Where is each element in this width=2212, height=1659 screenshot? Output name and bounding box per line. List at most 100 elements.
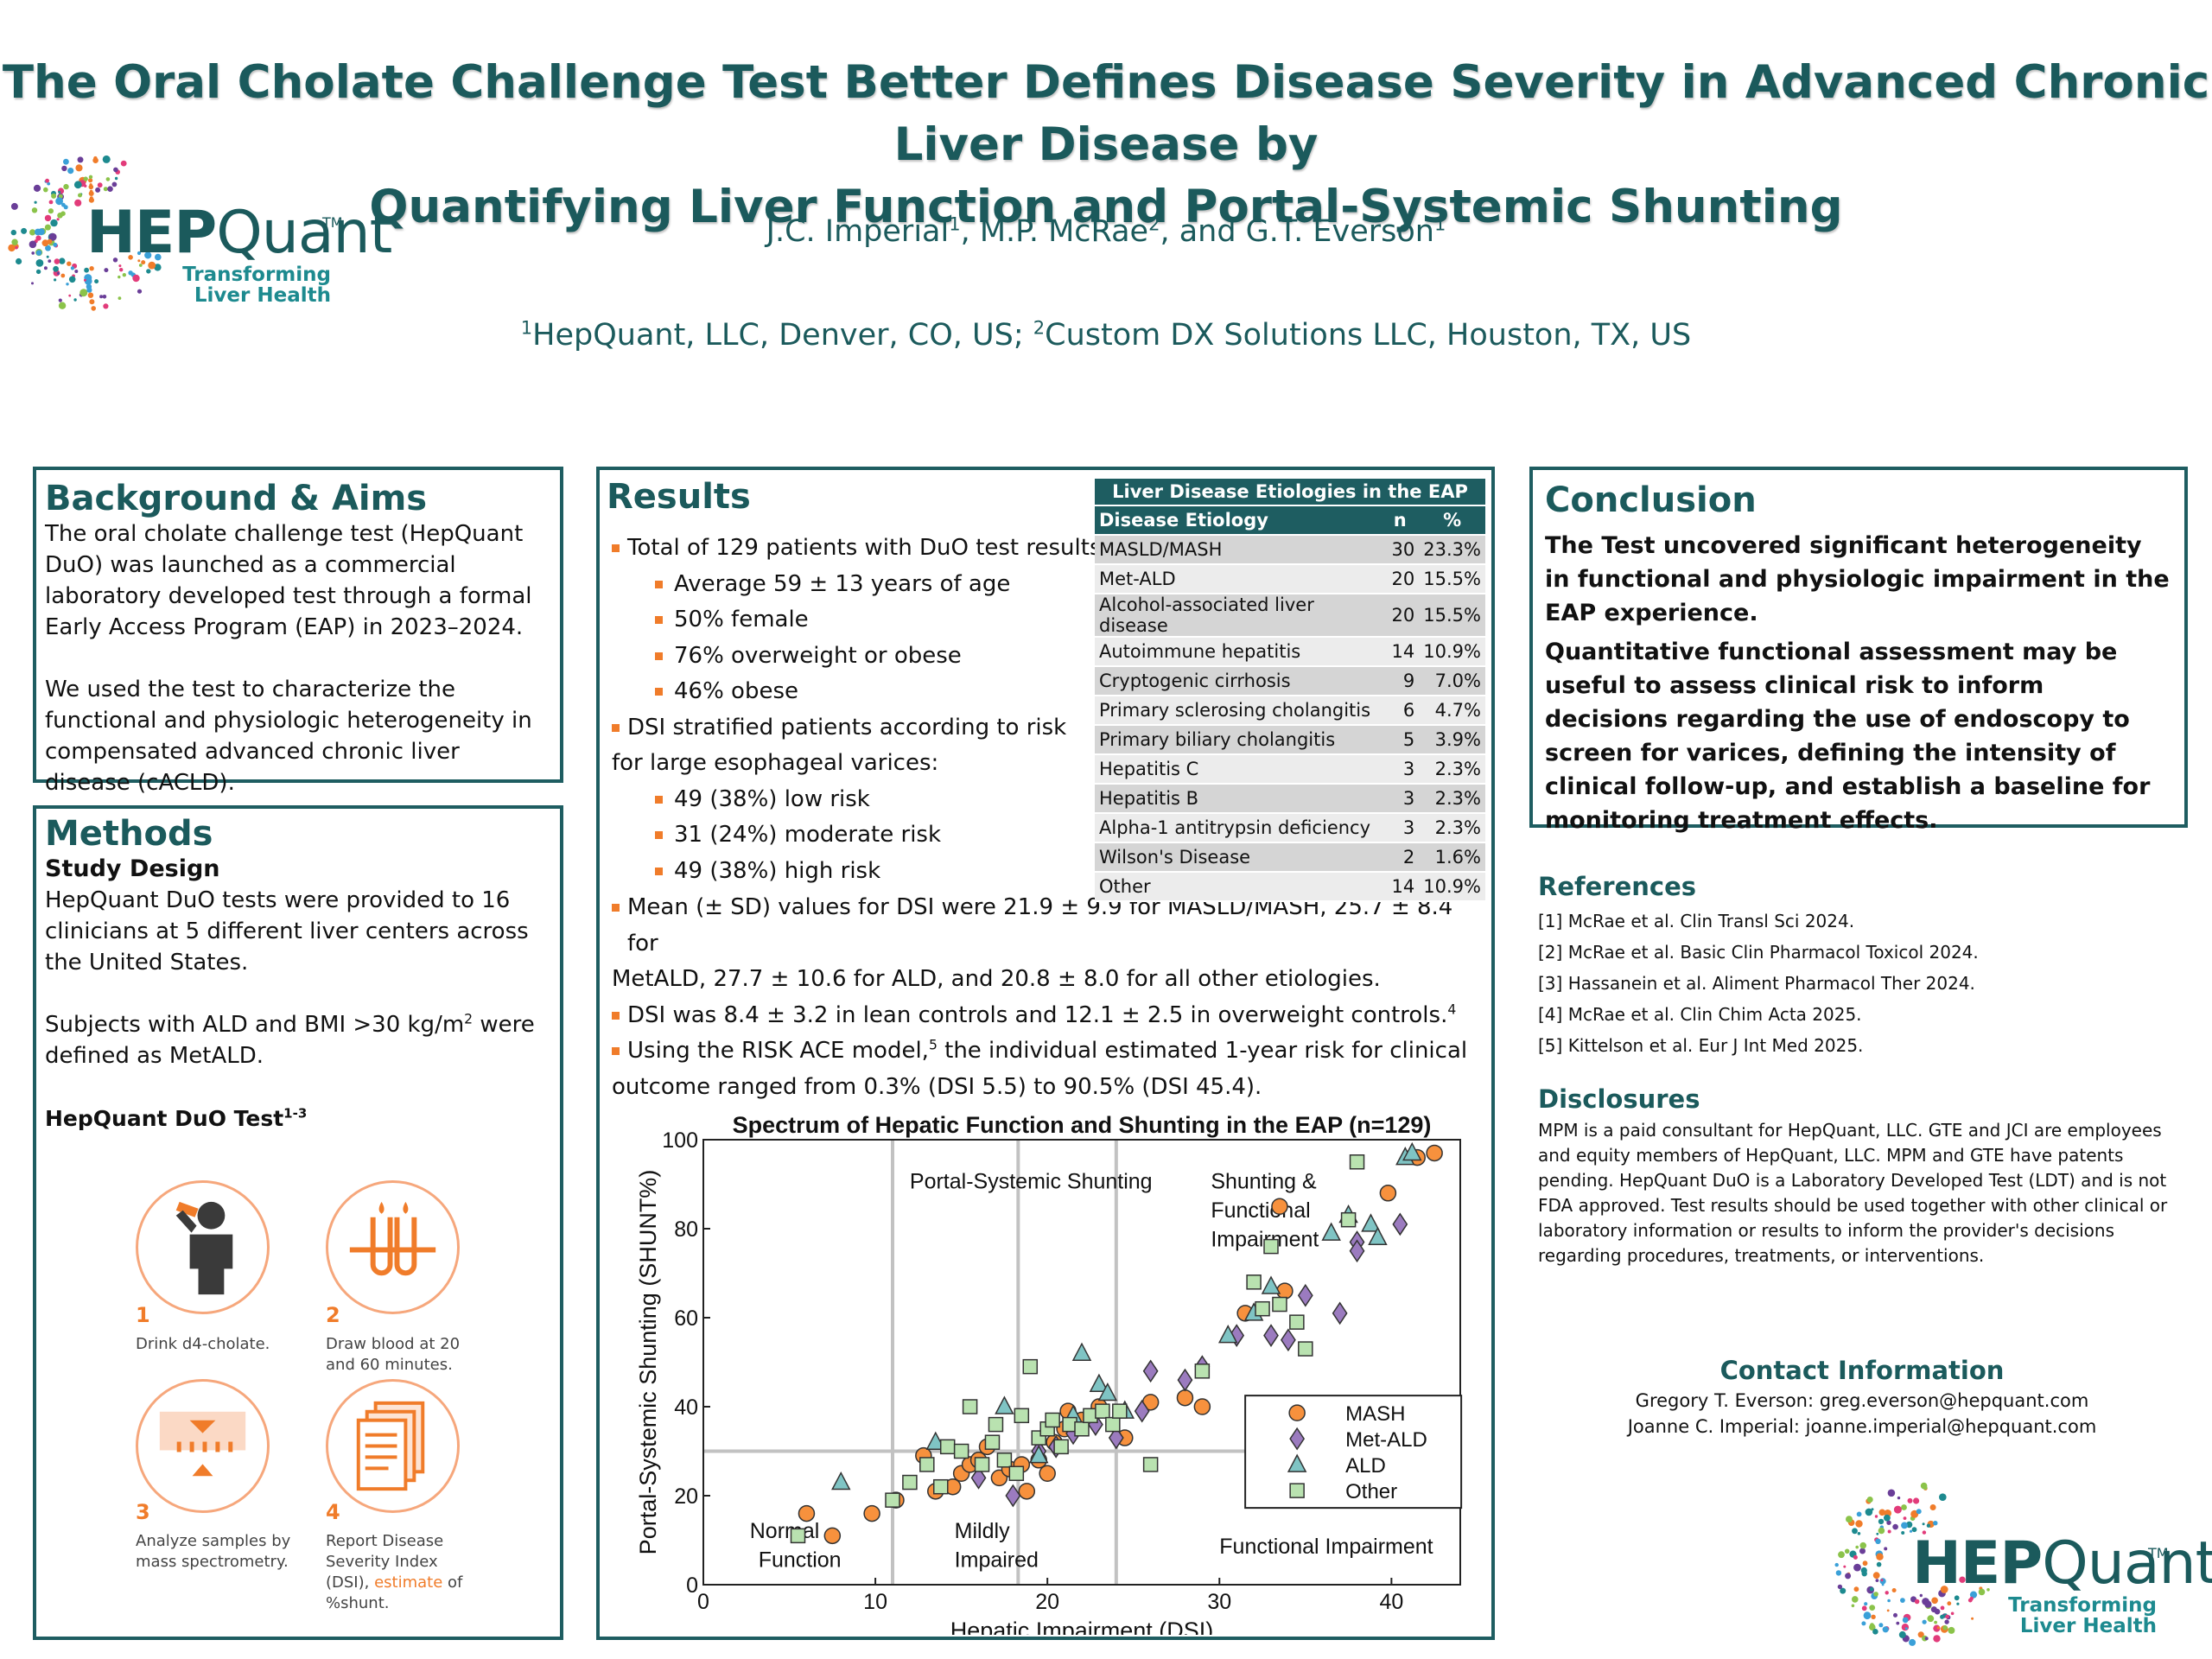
results-heading: Results xyxy=(607,477,751,517)
logo-dot xyxy=(45,178,49,183)
logo-dot xyxy=(41,239,49,247)
scatter-chart: 0 10 20 30 40 0 20 40 60 80 100 Spectrum of Hepatic… xyxy=(635,1112,1463,1635)
data-point xyxy=(1271,1198,1288,1215)
logo-hep: HEP xyxy=(1912,1529,2043,1598)
logo-dot xyxy=(1875,1579,1879,1582)
logo-dot xyxy=(1904,1627,1908,1630)
logo-dot xyxy=(1853,1563,1861,1572)
logo-dot xyxy=(118,264,122,268)
data-point xyxy=(1089,1373,1109,1392)
logo-dot xyxy=(1851,1604,1855,1608)
logo-dot xyxy=(120,160,127,167)
bullet-text: Using the RISK ACE model, xyxy=(627,1038,929,1064)
logo-dot xyxy=(1874,1515,1878,1518)
legend-label: ALD xyxy=(1345,1454,1386,1478)
logo-tagline: Transforming xyxy=(2008,1594,2157,1617)
x-tick-label: 10 xyxy=(863,1590,887,1614)
data-point xyxy=(1349,1239,1365,1263)
logo-dot xyxy=(1940,1614,1945,1619)
logo-dot xyxy=(75,164,83,172)
logo-tagline: Liver Health xyxy=(194,284,331,308)
logo-dot xyxy=(1872,1629,1878,1635)
data-point xyxy=(831,1471,851,1491)
step-3-circle xyxy=(136,1379,270,1513)
logo-dot xyxy=(1940,1605,1945,1611)
reference-item: [3] Hassanein et al. Aliment Pharmacol T… xyxy=(1538,973,1975,994)
etiology-name: Alpha-1 antitrypsin deficiency xyxy=(1095,813,1382,843)
data-point xyxy=(1053,1439,1069,1455)
logo-dot xyxy=(31,282,34,285)
data-point xyxy=(1045,1412,1060,1428)
results-bullet: 31 (24%) moderate risk xyxy=(607,817,1125,854)
data-point xyxy=(1263,1238,1279,1255)
logo-dot xyxy=(112,257,118,263)
logo-dot xyxy=(146,269,151,274)
logo-dot xyxy=(10,229,16,236)
etiology-count: 14 xyxy=(1381,872,1420,902)
legend-label: Met-ALD xyxy=(1345,1428,1427,1452)
logo-dot xyxy=(103,303,109,309)
legend-marker xyxy=(1289,1483,1305,1498)
reference-item: [5] Kittelson et al. Eur J Int Med 2025. xyxy=(1538,1035,1864,1056)
results-bullet: 49 (38%) low risk xyxy=(607,782,1125,818)
logo-dot xyxy=(1859,1548,1866,1554)
region-label: Mildly xyxy=(955,1519,1010,1543)
logo-dot xyxy=(1859,1541,1866,1549)
step-1-circle xyxy=(136,1180,270,1314)
etiology-percent: 10.9% xyxy=(1419,872,1485,902)
logo-dot xyxy=(1934,1620,1937,1624)
logo-dot xyxy=(1896,1621,1900,1625)
data-point xyxy=(1008,1465,1025,1481)
logo-dot xyxy=(53,265,59,272)
logo-dot xyxy=(1872,1572,1880,1580)
logo-dot xyxy=(1893,1505,1902,1514)
data-point xyxy=(1014,1408,1030,1424)
logo-dot xyxy=(84,267,89,273)
logo-dot xyxy=(68,294,72,297)
logo-dot xyxy=(128,255,133,260)
y-tick-label: 20 xyxy=(674,1484,698,1509)
table-row: Hepatitis B 3 2.3% xyxy=(1095,784,1485,814)
etiology-percent: 4.7% xyxy=(1419,696,1485,726)
logo-dot xyxy=(1870,1623,1874,1627)
logo-dot xyxy=(31,207,38,213)
disclosures-text: MPM is a paid consultant for HepQuant, L… xyxy=(1538,1120,2168,1266)
data-point xyxy=(1018,1483,1036,1500)
data-point xyxy=(1261,1275,1281,1294)
etiology-count: 5 xyxy=(1381,725,1420,755)
data-point xyxy=(1263,1324,1279,1347)
logo-dot xyxy=(1879,1578,1886,1585)
step-label-highlight: estimate xyxy=(374,1573,443,1592)
logo-dot xyxy=(104,268,109,273)
contact-section: Contact Information Gregory T. Everson: … xyxy=(1538,1353,2186,1440)
mass-spec-icon xyxy=(159,1411,246,1477)
superscript: 5 xyxy=(928,1037,938,1053)
logo-dot xyxy=(89,196,93,200)
logo-dot xyxy=(73,298,77,302)
logo-dot xyxy=(1914,1599,1920,1605)
results-bullets-wide: Mean (± SD) values for DSI were 21.9 ± 9… xyxy=(607,890,1479,1105)
reference-item: [2] McRae et al. Basic Clin Pharmacol To… xyxy=(1538,942,1979,963)
logo-dot xyxy=(1852,1596,1859,1603)
data-point xyxy=(1402,1141,1422,1161)
logo-dot xyxy=(1876,1553,1884,1560)
data-point xyxy=(1193,1398,1211,1415)
logo-dot xyxy=(1845,1573,1852,1580)
logo-dot xyxy=(58,190,61,194)
affiliation-text: HepQuant, LLC, Denver, CO, US; xyxy=(532,318,1033,353)
table-row: Primary sclerosing cholangitis 6 4.7% xyxy=(1095,696,1485,726)
background-panel: Background & Aims The oral cholate chall… xyxy=(33,467,563,796)
logo-dot xyxy=(1840,1587,1847,1594)
logo-dot xyxy=(111,181,118,188)
background-paragraph: The oral cholate challenge test (HepQuan… xyxy=(45,521,532,640)
logo-dot xyxy=(148,261,156,270)
logo-dot xyxy=(137,289,143,294)
x-tick-label: 0 xyxy=(697,1590,709,1614)
logo-dot xyxy=(43,187,48,193)
data-point xyxy=(1217,1324,1238,1344)
logo-dot xyxy=(77,156,84,163)
results-bullet: 49 (38%) high risk xyxy=(607,854,1125,890)
results-bullet: MetALD, 27.7 ± 10.6 for ALD, and 20.8 ± … xyxy=(612,966,1381,992)
data-point xyxy=(798,1504,816,1522)
logo-dot xyxy=(31,251,35,255)
